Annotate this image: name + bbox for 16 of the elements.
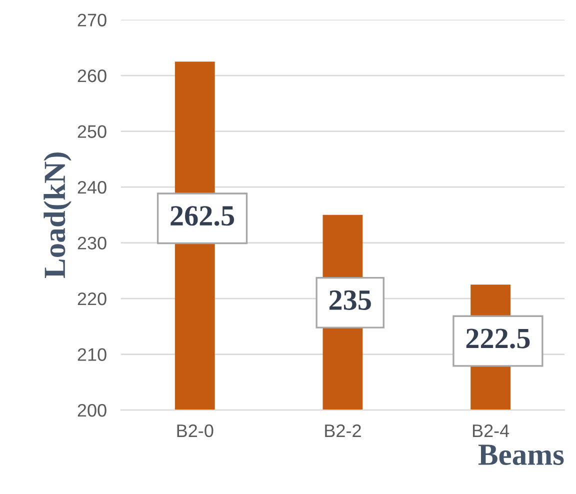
x-tick-label: B2-4 [472, 424, 510, 437]
x-tick-label: B2-0 [177, 424, 214, 438]
data-label: 235 [329, 290, 371, 310]
x-axis-title: Beams [478, 444, 564, 466]
data-label: 222.5 [466, 328, 530, 348]
y-tick-label: 240 [78, 180, 106, 194]
y-tick-label: 200 [78, 404, 106, 417]
y-axis-title: Load(kN) [44, 152, 72, 278]
y-tick-label: 270 [78, 14, 106, 26]
y-tick-label: 260 [78, 69, 106, 82]
y-tick-label: 210 [78, 348, 106, 361]
y-tick-label: 230 [78, 236, 106, 250]
x-tick-label: B2-2 [325, 424, 361, 437]
y-tick-label: 250 [78, 125, 106, 138]
data-label: 262.5 [170, 206, 234, 226]
y-tick-label: 220 [78, 292, 106, 306]
